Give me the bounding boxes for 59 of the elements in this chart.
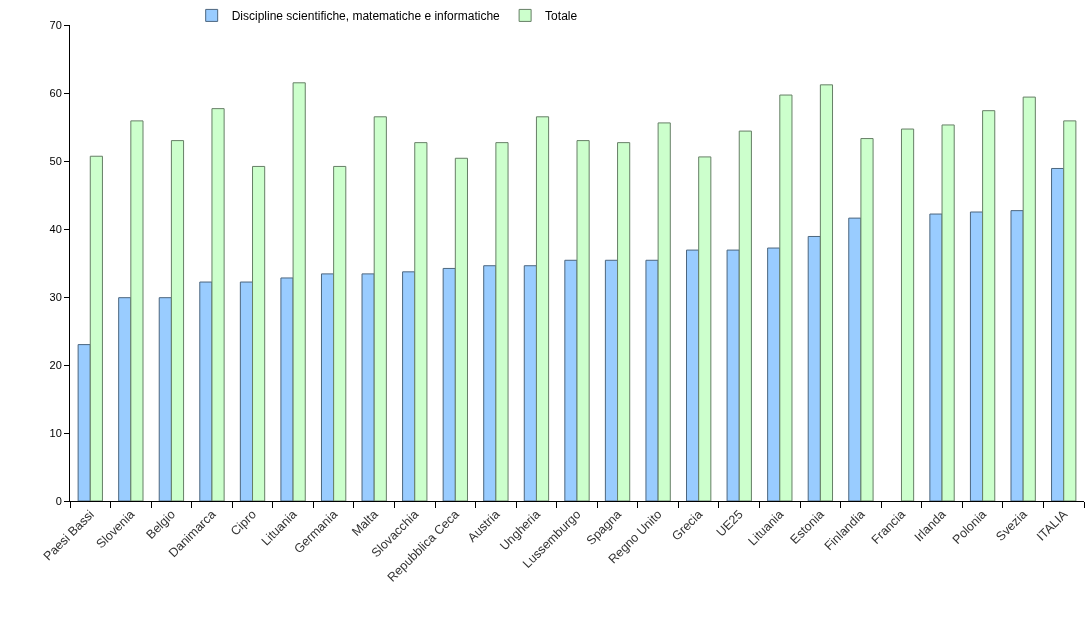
y-tick-label: 0: [55, 494, 62, 507]
bar: [1051, 167, 1065, 501]
bar: [738, 130, 752, 501]
bar: [292, 82, 306, 501]
y-tick-label: 10: [49, 426, 62, 439]
bar: [969, 211, 984, 501]
legend-label: Discipline scientifiche, matematiche e informatiche: [231, 9, 501, 24]
bar: [848, 217, 862, 501]
bar: [118, 297, 132, 501]
bar: [89, 155, 103, 501]
bar: [333, 165, 347, 501]
bar: [645, 259, 659, 501]
bar: [239, 281, 254, 501]
bar: [280, 277, 294, 501]
bar: [77, 344, 91, 501]
bar: [170, 140, 185, 501]
bar: [941, 124, 955, 501]
bar: [158, 297, 172, 501]
bar: [1010, 210, 1024, 501]
bar: [576, 140, 590, 501]
bar: [767, 247, 781, 501]
bar: [523, 265, 537, 501]
bar: [900, 128, 915, 501]
legend-label: Totale: [545, 9, 578, 24]
bar: [982, 110, 996, 501]
bar: [604, 259, 619, 501]
bar: [361, 273, 375, 501]
bar: [199, 281, 213, 501]
bar: [1063, 120, 1077, 501]
bar: [698, 156, 712, 501]
bar: [442, 267, 456, 501]
bar: [779, 94, 793, 501]
bar: [454, 157, 468, 501]
bar: [686, 249, 700, 501]
bar: [1022, 96, 1036, 501]
y-tick-label: 70: [49, 18, 62, 31]
bar: [564, 259, 578, 501]
bar: [320, 273, 335, 501]
bar: [819, 84, 834, 501]
bar: [726, 249, 740, 501]
bar: [807, 235, 821, 501]
bar: [860, 138, 874, 501]
bar: [130, 120, 144, 501]
y-tick-label: 60: [49, 86, 62, 99]
bar: [252, 165, 266, 501]
bar: [657, 122, 671, 501]
bar: [483, 265, 497, 501]
bar: [929, 213, 943, 501]
bar: [402, 271, 416, 501]
bar: [373, 116, 387, 501]
bar: [617, 142, 631, 501]
y-tick-label: 50: [49, 154, 62, 167]
bar: [414, 142, 428, 501]
y-tick-label: 20: [49, 358, 62, 371]
y-tick-label: 40: [49, 222, 62, 235]
bar: [211, 108, 225, 501]
bar: [535, 116, 550, 501]
y-tick-label: 30: [49, 290, 62, 303]
bar: [495, 142, 509, 501]
